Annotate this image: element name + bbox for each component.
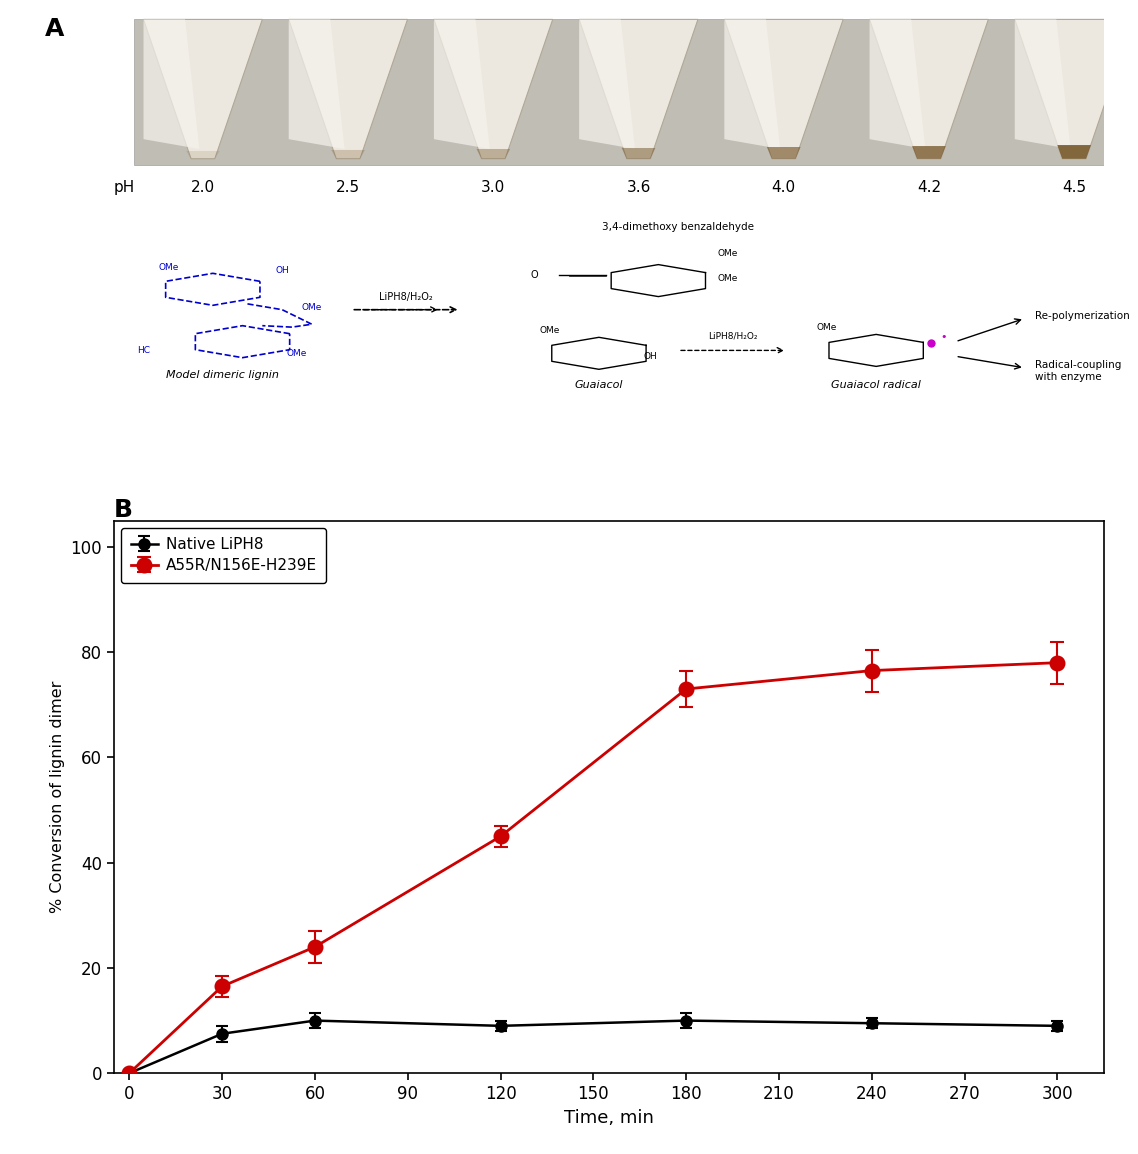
Text: OH: OH: [275, 267, 289, 276]
Text: Model dimeric lignin: Model dimeric lignin: [166, 370, 279, 380]
Polygon shape: [869, 20, 988, 159]
Text: OH: OH: [643, 352, 658, 361]
Text: Guaiacol: Guaiacol: [575, 380, 624, 390]
Polygon shape: [1057, 145, 1091, 159]
Text: LiPH8/H₂O₂: LiPH8/H₂O₂: [379, 292, 432, 301]
Text: 4.2: 4.2: [917, 180, 941, 195]
Polygon shape: [434, 20, 553, 159]
Polygon shape: [724, 20, 843, 159]
Text: HC: HC: [137, 346, 150, 355]
Text: OMe: OMe: [287, 350, 307, 358]
Polygon shape: [187, 151, 220, 159]
Text: 2.5: 2.5: [336, 180, 360, 195]
Text: Re-polymerization: Re-polymerization: [1034, 310, 1129, 321]
Text: 4.0: 4.0: [772, 180, 795, 195]
Y-axis label: % Conversion of lignin dimer: % Conversion of lignin dimer: [50, 681, 65, 913]
Text: 4.5: 4.5: [1062, 180, 1086, 195]
Polygon shape: [1015, 20, 1071, 149]
Polygon shape: [289, 20, 407, 159]
Text: B: B: [114, 497, 133, 522]
Text: 3.6: 3.6: [626, 180, 651, 195]
Polygon shape: [621, 148, 655, 159]
Polygon shape: [289, 20, 345, 149]
Polygon shape: [767, 147, 800, 159]
Text: pH: pH: [114, 180, 135, 195]
Text: OMe: OMe: [718, 273, 739, 283]
Text: LiPH8/H₂O₂: LiPH8/H₂O₂: [708, 331, 757, 340]
Text: O: O: [530, 270, 538, 279]
Text: OMe: OMe: [158, 263, 179, 272]
Polygon shape: [724, 20, 781, 149]
Text: 3.0: 3.0: [481, 180, 505, 195]
Polygon shape: [143, 20, 262, 159]
X-axis label: Time, min: Time, min: [564, 1109, 653, 1126]
Legend: Native LiPH8, A55R/N156E-H239E: Native LiPH8, A55R/N156E-H239E: [122, 529, 325, 583]
Polygon shape: [434, 20, 489, 149]
Polygon shape: [331, 150, 365, 159]
Text: OMe: OMe: [302, 302, 322, 312]
Polygon shape: [143, 20, 199, 149]
Text: OMe: OMe: [539, 325, 560, 335]
Text: A: A: [44, 17, 64, 42]
Text: OMe: OMe: [718, 249, 739, 257]
Text: 3,4-dimethoxy benzaldehyde: 3,4-dimethoxy benzaldehyde: [602, 223, 754, 232]
Text: Guaiacol radical: Guaiacol radical: [831, 380, 921, 390]
Polygon shape: [913, 147, 946, 159]
Polygon shape: [869, 20, 925, 149]
Polygon shape: [1015, 20, 1133, 159]
Polygon shape: [477, 149, 510, 159]
FancyBboxPatch shape: [133, 20, 1104, 165]
Text: 2.0: 2.0: [191, 180, 215, 195]
Text: •: •: [940, 332, 947, 343]
Text: OMe: OMe: [816, 323, 836, 332]
Polygon shape: [579, 20, 698, 159]
Text: Radical-coupling
with enzyme: Radical-coupling with enzyme: [1034, 360, 1121, 382]
Polygon shape: [579, 20, 635, 149]
